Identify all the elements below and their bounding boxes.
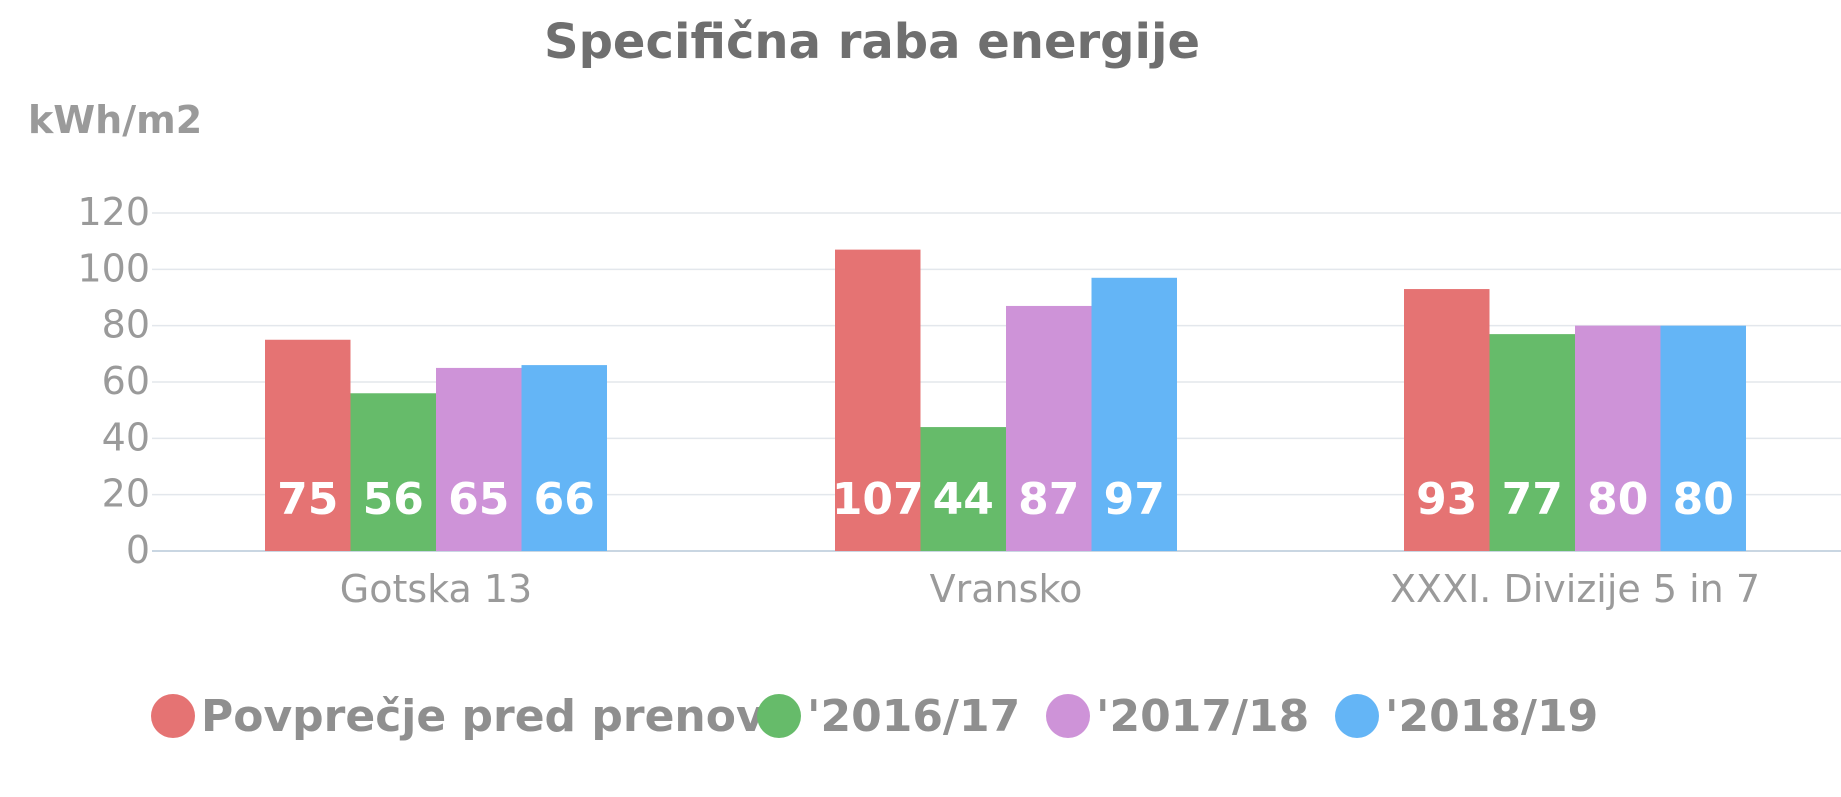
data-label: 75: [277, 474, 338, 525]
bar: [835, 249, 921, 551]
data-label: 87: [1018, 474, 1079, 525]
legend-item[interactable]: '2016/17: [757, 691, 1020, 742]
x-axis-categories: Gotska 13 Vransko XXXI. Divizije 5 in 7: [340, 567, 1760, 611]
legend-label: '2016/17: [807, 691, 1020, 742]
legend-marker: [1046, 694, 1090, 738]
bar: [1660, 325, 1746, 551]
data-label: 66: [534, 474, 595, 525]
x-category-label: Gotska 13: [340, 567, 532, 611]
legend-marker: [1335, 694, 1379, 738]
y-tick-label: 120: [77, 190, 150, 234]
bars: [265, 249, 1746, 551]
y-tick-label: 0: [126, 528, 150, 572]
legend-label: '2018/19: [1385, 691, 1598, 742]
y-tick-label: 40: [102, 415, 150, 459]
legend-marker: [151, 694, 195, 738]
bar: [436, 367, 522, 551]
y-tick-label: 80: [102, 303, 150, 347]
bar: [1489, 334, 1575, 551]
bar: [265, 339, 351, 551]
y-tick-label: 100: [77, 246, 150, 290]
data-label: 56: [363, 474, 424, 525]
data-label: 97: [1104, 474, 1165, 525]
data-label: 107: [832, 474, 924, 525]
data-label: 80: [1587, 474, 1648, 525]
bar: [1006, 305, 1092, 551]
y-axis-ticks: 0 20 40 60 80 100 120: [77, 190, 150, 572]
bar: [350, 393, 436, 551]
data-labels: 75 56 65 66 107 44 87 97 93 77 80 80: [277, 474, 1734, 525]
chart-title: Specifična raba energije: [544, 14, 1200, 70]
y-tick-label: 60: [102, 359, 150, 403]
bar: [1091, 277, 1177, 551]
x-category-label: XXXI. Divizije 5 in 7: [1390, 567, 1760, 611]
data-label: 44: [933, 474, 994, 525]
data-label: 65: [448, 474, 509, 525]
legend-item[interactable]: Povprečje pred prenovo: [151, 691, 795, 742]
legend-label: '2017/18: [1096, 691, 1309, 742]
bar: [1404, 289, 1490, 551]
legend-label: Povprečje pred prenovo: [201, 691, 795, 742]
legend-marker: [757, 694, 801, 738]
legend[interactable]: Povprečje pred prenovo '2016/17 '2017/18 '2…: [151, 691, 1598, 742]
data-label: 80: [1673, 474, 1734, 525]
bar: [521, 365, 607, 551]
legend-item[interactable]: '2017/18: [1046, 691, 1309, 742]
y-axis-label: kWh/m2: [28, 98, 202, 142]
bar: [920, 427, 1006, 551]
data-label: 93: [1416, 474, 1477, 525]
bar: [1575, 325, 1661, 551]
x-category-label: Vransko: [930, 567, 1083, 611]
y-tick-label: 20: [102, 472, 150, 516]
data-label: 77: [1502, 474, 1563, 525]
legend-item[interactable]: '2018/19: [1335, 691, 1598, 742]
